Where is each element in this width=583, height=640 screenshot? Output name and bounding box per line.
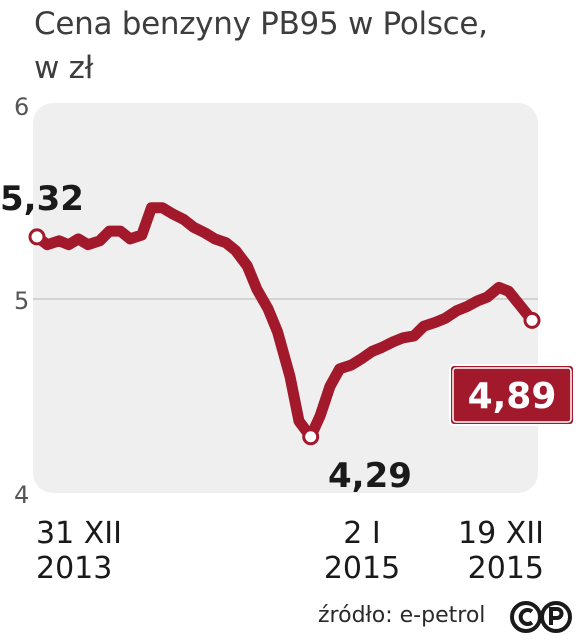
chart-title-line2: w zł	[34, 50, 94, 86]
y-tick-label-6: 6	[14, 93, 29, 121]
end-badge-background	[449, 364, 575, 426]
data-point-end	[523, 311, 541, 329]
cp-logo-icon	[510, 601, 572, 633]
end-badge-inner-border	[452, 367, 572, 423]
series-price	[28, 202, 541, 446]
y-tick-label-4: 4	[14, 481, 29, 509]
y-tick-label-5: 5	[14, 287, 29, 315]
data-point-min	[302, 428, 320, 446]
chart-title: Cena benzyny PB95 w Polsce, w zł	[34, 2, 488, 90]
data-point-start	[28, 228, 46, 246]
x-tick-label-3-line1: 19 XII	[458, 516, 544, 551]
x-tick-label-1-line2: 2013	[36, 551, 112, 586]
source-note: źródło: e-petrol	[318, 603, 486, 628]
series-line	[31, 202, 538, 443]
x-tick-label-1-line1: 31 XII	[36, 516, 122, 551]
x-tick-label-3-line2: 2015	[468, 551, 544, 586]
data-label-end-badge: 4,89	[449, 364, 575, 426]
data-label-min: 4,29	[328, 456, 412, 496]
x-tick-label-2-line1: 2 I	[343, 516, 380, 551]
data-label-end: 4,89	[468, 376, 557, 417]
data-label-start: 5,32	[0, 179, 84, 219]
plot-area	[33, 103, 538, 493]
chart-title-line1: Cena benzyny PB95 w Polsce,	[34, 6, 488, 42]
x-tick-label-2-line2: 2015	[324, 551, 400, 586]
